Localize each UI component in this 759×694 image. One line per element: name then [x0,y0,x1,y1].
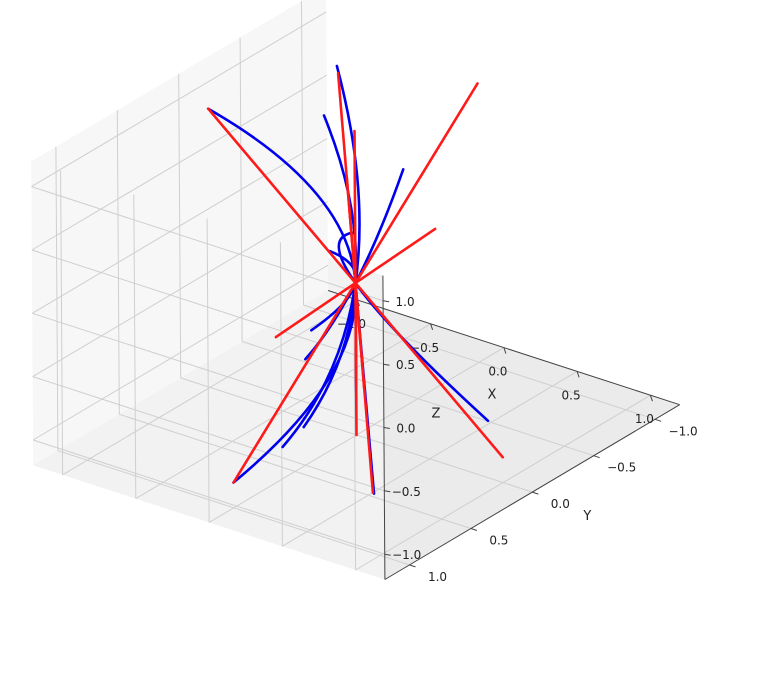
y-tick-mark [470,528,478,531]
z-tick-label: 1.0 [396,295,415,309]
x-axis-label: X [487,388,496,403]
z-tick-mark [383,427,390,429]
grid-line [32,312,385,428]
z-axis-label: Z [431,407,440,422]
x-tick-mark [576,371,580,378]
y-tick-label: 1.0 [428,570,447,584]
x-tick-mark [430,323,434,330]
grid-line [355,394,651,571]
grid-line [282,370,578,547]
y-tick-label: −1.0 [669,424,698,438]
z-tick-mark [383,363,390,366]
y-tick-mark [593,455,600,459]
grid-line [279,242,283,547]
z-tick-label: 0.5 [396,358,415,372]
y-tick-mark [409,564,416,568]
z-tick-label: −1.0 [392,548,421,562]
grid-line [55,146,59,451]
y-axis-label: Y [582,509,591,524]
grid-line [116,110,120,415]
grid-lines [31,1,656,571]
z-tick-label: 0.0 [396,422,415,436]
x-tick-mark [503,347,507,354]
x-tick-label: −0.5 [410,341,439,355]
y-tick-label: 0.0 [551,497,570,511]
grid-line [31,74,327,251]
axis-lines [327,275,680,580]
trajectories [206,64,505,495]
y-tick-label: 0.5 [489,534,508,548]
grid-line [57,450,410,566]
x-tick-label: 0.0 [488,365,507,379]
z-tick-mark [384,553,391,556]
x-tick-label: 0.5 [562,388,581,402]
grid-line [31,11,327,188]
x-tick-mark [649,395,653,402]
z-tick-label: −0.5 [392,485,421,499]
red-trajectory-15 [354,281,358,386]
z-tick-mark [383,300,390,303]
z-tick-mark [384,490,391,493]
y-tick-label: −0.5 [607,461,636,475]
grid-line [31,186,384,302]
grid-line [32,138,328,314]
tick-labels: −1.0−1.0−1.0−0.5−0.5−0.50.00.00.00.50.50… [337,295,698,584]
y-tick-mark [532,491,539,495]
y-tick-mark [654,418,662,422]
x-tick-label: 1.0 [635,412,654,426]
grid-line [119,413,472,529]
grid-line [31,249,384,365]
